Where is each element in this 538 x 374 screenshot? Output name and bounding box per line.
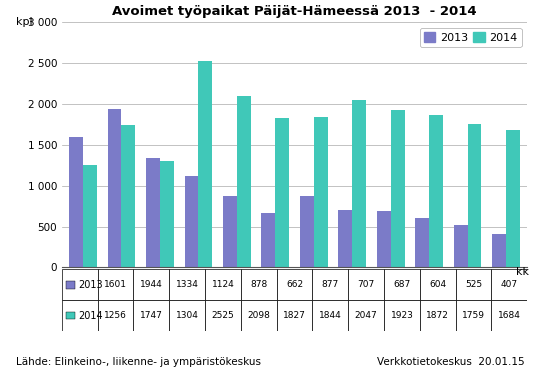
Bar: [241, 269, 277, 300]
Text: 1124: 1124: [211, 280, 235, 289]
Text: 1334: 1334: [176, 280, 199, 289]
Bar: [169, 269, 205, 300]
Bar: [348, 269, 384, 300]
Text: 407: 407: [501, 280, 518, 289]
Bar: [62, 300, 98, 331]
Bar: [133, 300, 169, 331]
Text: 662: 662: [286, 280, 303, 289]
Text: 1872: 1872: [426, 311, 449, 320]
Bar: [146, 159, 160, 267]
Bar: [352, 100, 366, 267]
Title: Avoimet työpaikat Päijät-Hämeessä 2013  - 2014: Avoimet työpaikat Päijät-Hämeessä 2013 -…: [112, 6, 477, 18]
Text: kpl: kpl: [16, 17, 33, 27]
Bar: [420, 300, 456, 331]
Bar: [456, 269, 491, 300]
Bar: [491, 269, 527, 300]
Text: 2525: 2525: [211, 311, 235, 320]
Text: 1844: 1844: [319, 311, 342, 320]
Bar: [491, 300, 527, 331]
Bar: [108, 109, 122, 267]
Bar: [205, 300, 241, 331]
Bar: [348, 300, 384, 331]
Bar: [133, 269, 169, 300]
Bar: [415, 218, 429, 267]
Bar: [237, 96, 251, 267]
Bar: [98, 269, 133, 300]
Bar: [185, 176, 199, 267]
Bar: [83, 165, 97, 267]
Bar: [277, 300, 313, 331]
Bar: [66, 312, 75, 319]
Text: 1759: 1759: [462, 311, 485, 320]
Text: 1601: 1601: [104, 280, 127, 289]
Bar: [377, 211, 391, 267]
Text: Lähde: Elinkeino-, liikenne- ja ympäristökeskus: Lähde: Elinkeino-, liikenne- ja ympärist…: [16, 356, 261, 367]
Bar: [241, 300, 277, 331]
Text: Verkkotietokeskus  20.01.15: Verkkotietokeskus 20.01.15: [377, 356, 525, 367]
Bar: [66, 281, 75, 289]
Text: 1684: 1684: [498, 311, 521, 320]
Text: 2047: 2047: [355, 311, 378, 320]
Bar: [384, 300, 420, 331]
Bar: [261, 213, 275, 267]
Bar: [223, 196, 237, 267]
Bar: [456, 300, 491, 331]
Bar: [313, 269, 348, 300]
Bar: [277, 269, 313, 300]
Bar: [420, 269, 456, 300]
Text: 878: 878: [250, 280, 267, 289]
Bar: [429, 114, 443, 267]
Bar: [69, 137, 83, 267]
Text: 604: 604: [429, 280, 447, 289]
Text: 877: 877: [322, 280, 339, 289]
Text: 1944: 1944: [140, 280, 162, 289]
Bar: [300, 196, 314, 267]
Text: 1923: 1923: [391, 311, 413, 320]
Text: 1747: 1747: [140, 311, 163, 320]
Text: kk: kk: [516, 267, 529, 278]
Text: 2014: 2014: [78, 310, 103, 321]
Bar: [205, 269, 241, 300]
Bar: [275, 118, 289, 267]
Text: 1827: 1827: [283, 311, 306, 320]
Legend: 2013, 2014: 2013, 2014: [420, 28, 522, 47]
Bar: [506, 130, 520, 267]
Bar: [338, 210, 352, 267]
Bar: [454, 224, 468, 267]
Text: 1256: 1256: [104, 311, 127, 320]
Bar: [98, 300, 133, 331]
Text: 707: 707: [358, 280, 375, 289]
Bar: [169, 300, 205, 331]
Bar: [314, 117, 328, 267]
Text: 2098: 2098: [247, 311, 270, 320]
Bar: [468, 124, 482, 267]
Bar: [160, 161, 174, 267]
Text: 687: 687: [393, 280, 410, 289]
Bar: [62, 269, 98, 300]
Bar: [391, 110, 405, 267]
Bar: [122, 125, 136, 267]
Bar: [199, 61, 213, 267]
Text: 2013: 2013: [78, 280, 103, 290]
Bar: [313, 300, 348, 331]
Text: 525: 525: [465, 280, 482, 289]
Bar: [492, 234, 506, 267]
Text: 1304: 1304: [176, 311, 199, 320]
Bar: [384, 269, 420, 300]
